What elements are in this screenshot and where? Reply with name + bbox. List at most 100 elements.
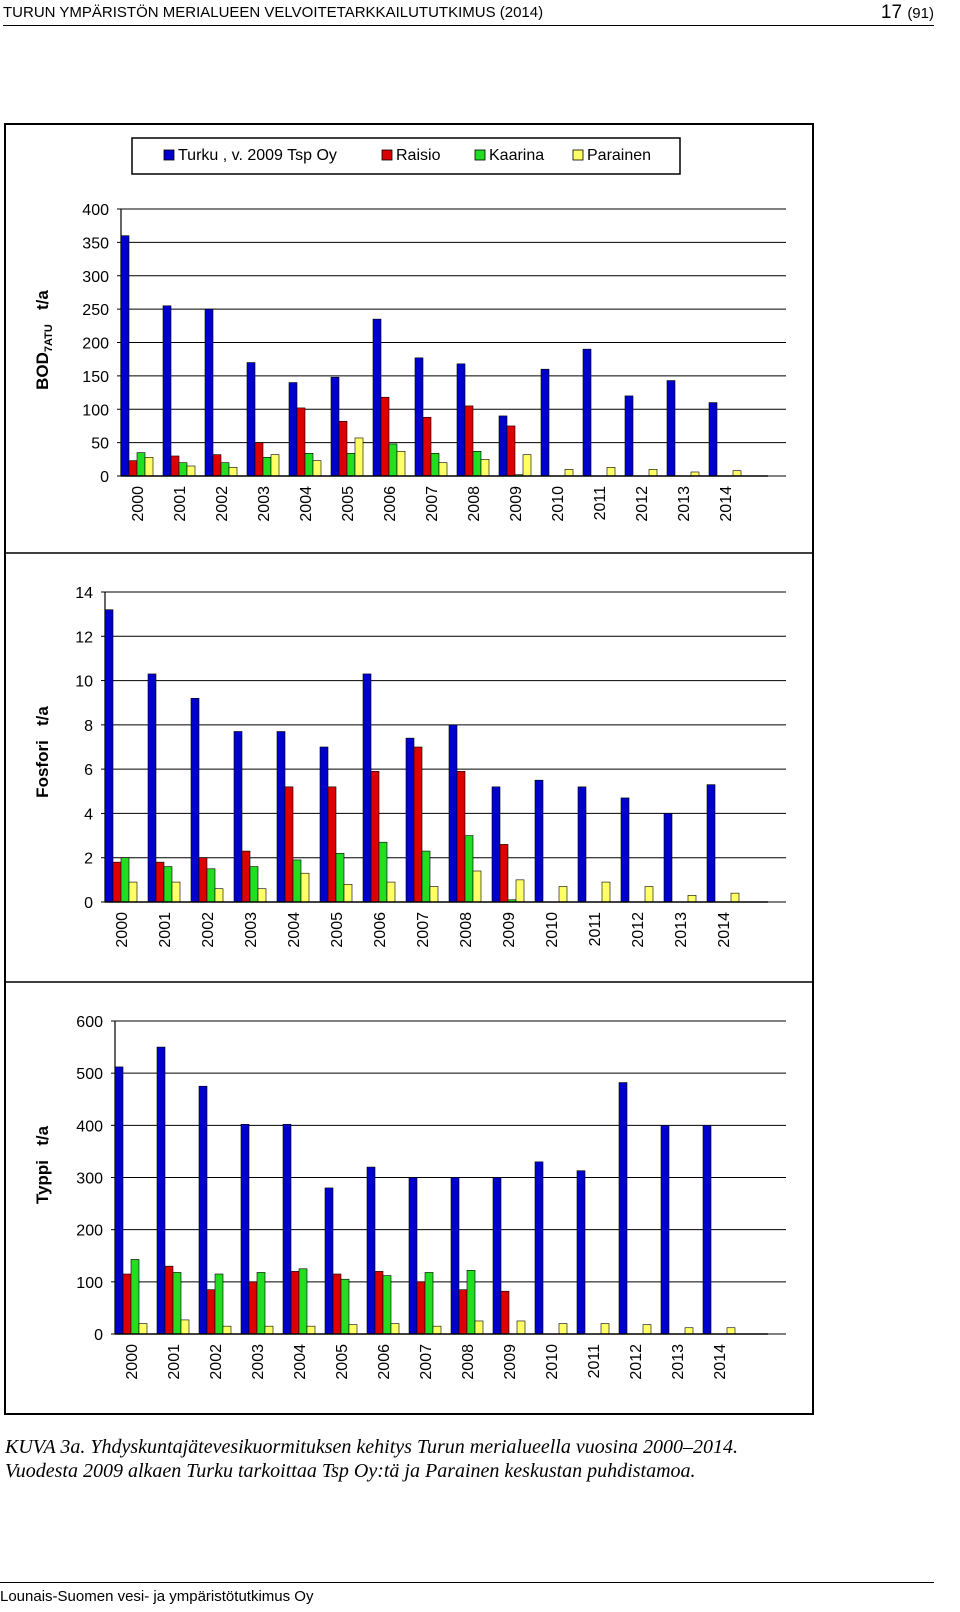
bar (288, 382, 298, 477)
bar (212, 454, 222, 477)
bar (335, 852, 345, 903)
bar (618, 1082, 628, 1335)
bar (601, 881, 611, 903)
bar (506, 425, 516, 477)
bar (147, 673, 157, 903)
chart-panel-2: 0 2 4 6 8 10 12 14 Fosfori t/a 2000 2001 2002 2003 20… (33, 585, 786, 948)
bar (128, 460, 138, 477)
bar (663, 813, 673, 903)
x-tick-label: 2014 (718, 486, 735, 522)
bar (472, 870, 482, 903)
bar (340, 1278, 350, 1335)
bar (390, 1323, 400, 1335)
bar (190, 697, 200, 903)
y-tick-label: 600 (76, 1014, 103, 1031)
bar (128, 881, 138, 903)
bar (732, 470, 742, 477)
bar (432, 1325, 442, 1335)
bar (324, 1187, 334, 1335)
y-tick-label: 0 (94, 1327, 103, 1344)
bar (500, 1290, 510, 1335)
bar (666, 380, 676, 477)
bar (240, 1123, 250, 1335)
bar (366, 1166, 376, 1335)
bar (327, 786, 337, 903)
bar (254, 442, 264, 477)
bar (249, 866, 259, 903)
bar (332, 1273, 342, 1335)
page-total: (91) (907, 5, 934, 22)
x-tick-label: 2013 (676, 486, 693, 522)
y-tick-label: 4 (84, 806, 93, 823)
bar (684, 1327, 694, 1335)
y-axis-title-main: Fosfori (33, 740, 52, 798)
y-tick-label: 200 (76, 1223, 103, 1240)
bar (284, 786, 294, 903)
y-tick-label: 6 (84, 762, 93, 779)
bar (480, 459, 490, 477)
bar (206, 1289, 216, 1335)
x-tick-label: 2003 (243, 912, 260, 948)
bar (464, 835, 474, 903)
bar (300, 872, 310, 903)
bar (416, 1281, 426, 1335)
y-tick-label: 250 (82, 302, 109, 319)
bar (491, 786, 501, 903)
bar (648, 469, 658, 477)
bar (248, 1281, 258, 1335)
bar (362, 673, 372, 903)
bar (156, 1046, 166, 1335)
x-tick-label: 2010 (544, 1344, 561, 1380)
bar (233, 731, 243, 903)
bar (222, 1325, 232, 1335)
bar (498, 415, 508, 477)
y-axis-title: Typpi t/a (33, 1125, 52, 1204)
y-axis-title: BOD7ATU t/a (33, 290, 55, 390)
x-tick-label: 2006 (372, 912, 389, 948)
x-tick-label: 2002 (200, 912, 217, 948)
y-axis-title-main: BOD (33, 352, 52, 390)
y-tick-label: 12 (75, 629, 93, 646)
page-number-value: 17 (880, 2, 903, 23)
bar (354, 437, 364, 477)
bar (163, 866, 173, 903)
bar (464, 405, 474, 477)
bar (450, 1177, 460, 1335)
bar (206, 868, 216, 903)
bar (726, 1327, 736, 1335)
x-tick-label: 2010 (544, 912, 561, 948)
report-title: TURUN YMPÄRISTÖN MERIALUEEN VELVOITETARK… (3, 4, 544, 21)
bar (558, 1323, 568, 1335)
bar (292, 859, 302, 903)
bar (386, 881, 396, 903)
bar (396, 451, 406, 477)
bar (319, 746, 329, 903)
bar (430, 453, 440, 477)
bar (408, 1177, 418, 1335)
bar (120, 857, 130, 903)
y-tick-label: 300 (82, 269, 109, 286)
bar (708, 402, 718, 477)
bar (186, 465, 196, 477)
bar (422, 416, 432, 477)
legend-label: Turku , v. 2009 Tsp Oy (178, 147, 337, 164)
x-tick-label: 2011 (586, 1344, 603, 1379)
y-tick-label: 100 (76, 1275, 103, 1292)
x-tick-label: 2013 (670, 1344, 687, 1380)
bar (370, 771, 380, 903)
bar (112, 861, 122, 903)
y-tick-label: 100 (82, 402, 109, 419)
bar (164, 1265, 174, 1335)
bar (374, 1271, 384, 1335)
bar (282, 1123, 292, 1335)
x-tick-label: 2001 (166, 1344, 183, 1380)
bar (257, 888, 267, 903)
bar (730, 892, 740, 903)
x-tick-label: 2001 (157, 912, 174, 948)
bar (346, 453, 356, 477)
legend-swatch (572, 149, 584, 161)
bar (372, 318, 382, 477)
bar (620, 797, 630, 903)
x-tick-label: 2001 (172, 486, 189, 522)
figure-frame (4, 123, 814, 1415)
